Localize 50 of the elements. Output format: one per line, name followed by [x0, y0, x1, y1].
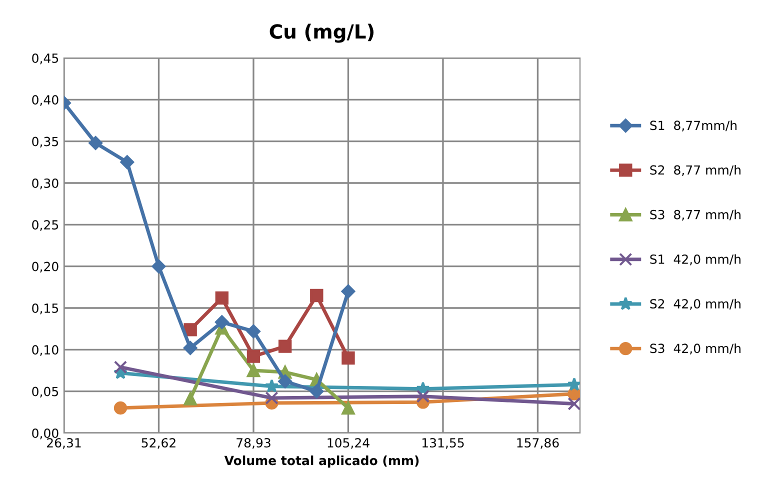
legend-label: S1 42,0 mm/h	[650, 254, 740, 266]
point	[246, 324, 260, 338]
legend-label: S1 8,77mm/h	[650, 120, 736, 132]
point	[214, 315, 229, 330]
point	[120, 155, 134, 170]
x-tick-label: 157,86	[517, 438, 559, 449]
x-axis-title: Volume total aplicado (mm)	[224, 456, 419, 468]
y-tick-label: 0,45	[32, 53, 58, 64]
point	[184, 392, 197, 406]
x-tick-label: 52,62	[142, 438, 176, 449]
y-tick-label: 0,30	[32, 178, 58, 190]
point	[215, 291, 229, 305]
chart-title: Cu (mg/L)	[270, 24, 374, 43]
point	[152, 259, 166, 274]
point	[88, 136, 103, 150]
point	[568, 387, 580, 400]
legend-label: S3 8,77 mm/h	[650, 210, 740, 221]
x-tick-label: 26,31	[47, 438, 81, 449]
y-tick-label: 0,00	[32, 428, 58, 440]
point	[114, 401, 128, 415]
y-tick-label: 0,25	[32, 220, 58, 231]
point	[184, 323, 197, 336]
point	[310, 288, 324, 302]
point	[567, 377, 580, 391]
point	[342, 351, 355, 365]
point	[310, 384, 324, 398]
point	[183, 341, 198, 355]
y-tick-label: 0,15	[32, 303, 58, 314]
point	[265, 391, 278, 405]
x-tick-label: 131,55	[422, 438, 464, 449]
legend-label: S2 42,0 mm/h	[650, 298, 740, 310]
x-tick-label: 78,93	[236, 438, 270, 449]
point	[278, 340, 292, 353]
point	[342, 401, 355, 415]
point	[568, 397, 580, 410]
point	[246, 350, 260, 363]
y-tick-label: 0,10	[32, 345, 58, 356]
point	[264, 379, 279, 392]
legend-label: S2 8,77 mm/h	[650, 165, 740, 176]
y-tick-label: 0,35	[32, 136, 58, 148]
y-tick-label: 0,20	[32, 262, 58, 273]
point	[278, 374, 292, 388]
point	[114, 360, 128, 374]
x-tick-label: 105,24	[328, 438, 370, 449]
y-tick-label: 0,40	[32, 95, 58, 106]
point	[341, 284, 356, 298]
legend-label: S3 42,0 mm/h	[650, 343, 740, 354]
point	[416, 390, 430, 403]
point	[246, 364, 260, 378]
y-tick-label: 0,05	[32, 386, 58, 398]
